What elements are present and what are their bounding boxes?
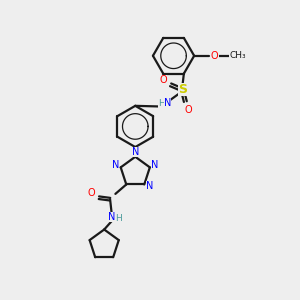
Text: O: O [211,51,219,61]
Text: O: O [160,74,167,85]
Text: H: H [158,99,165,108]
Text: N: N [146,181,153,191]
Text: O: O [184,104,192,115]
Text: N: N [152,160,159,170]
Text: N: N [108,212,115,222]
Text: N: N [164,98,171,108]
Text: CH₃: CH₃ [230,51,246,60]
Text: N: N [112,160,119,170]
Text: H: H [115,214,122,223]
Text: O: O [87,188,95,198]
Text: S: S [178,83,187,96]
Text: N: N [132,147,139,157]
